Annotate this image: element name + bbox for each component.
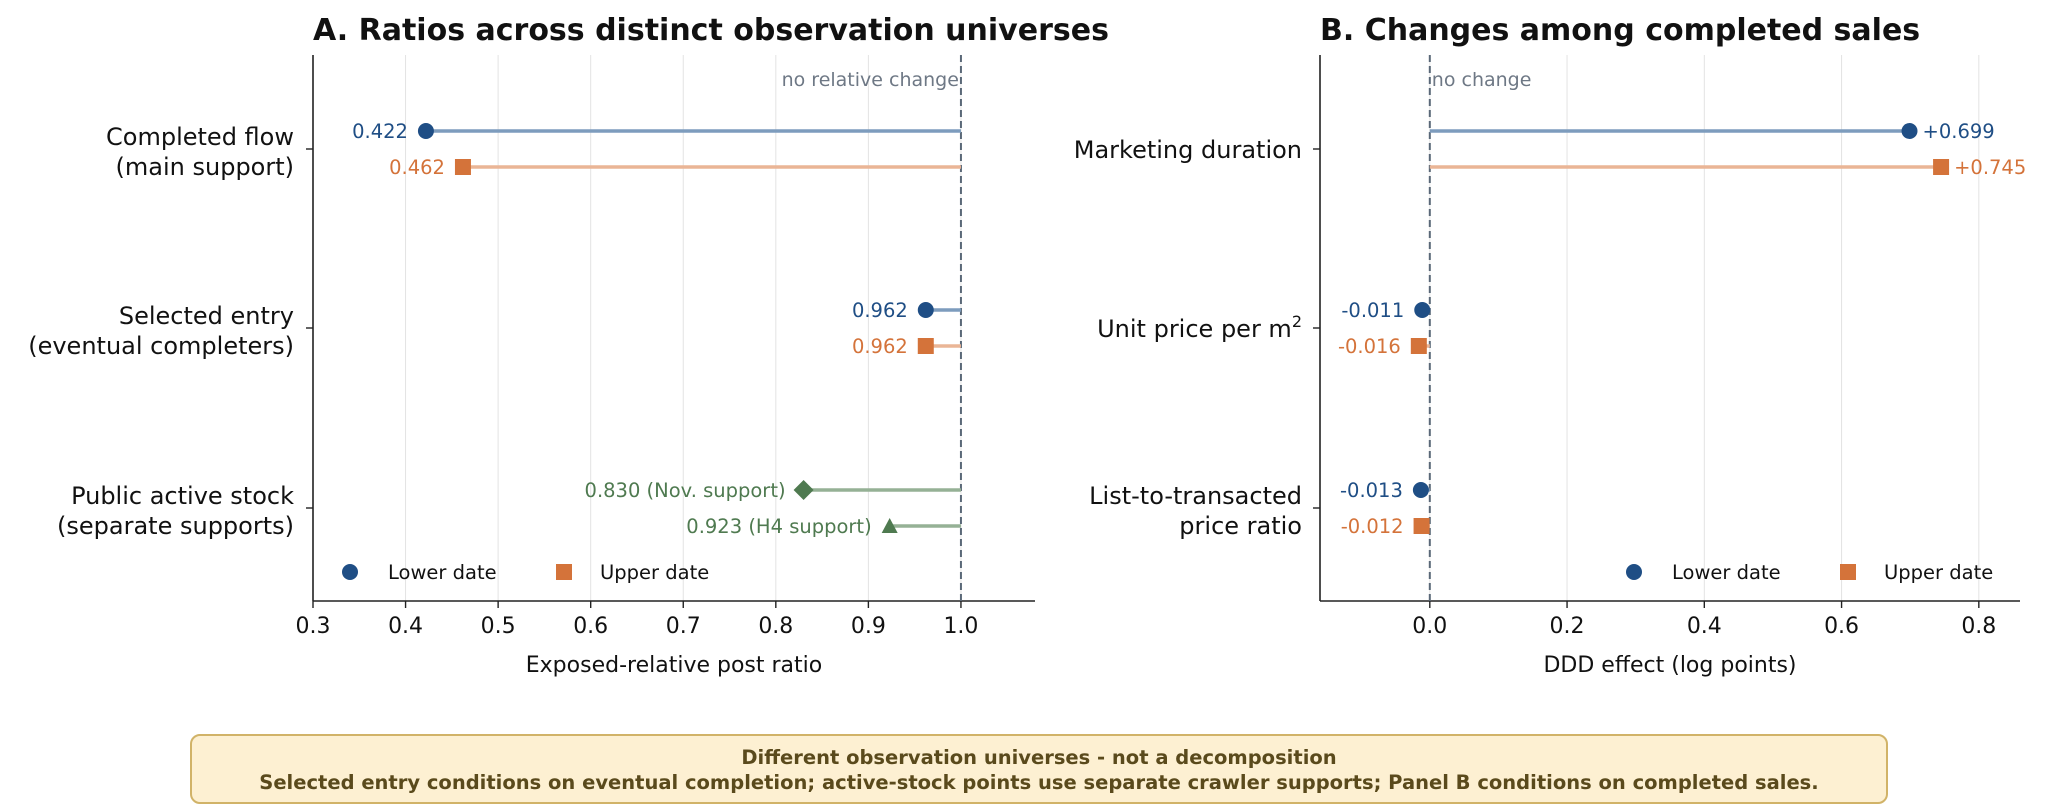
panel-a-point-4: [793, 480, 814, 500]
panel-a-legend-marker-lower: [342, 564, 358, 580]
panel-a-point-label-3: 0.962: [852, 335, 908, 358]
panel-b-point-label-5: -0.012: [1341, 515, 1404, 538]
panel-a-title: A. Ratios across distinct observation un…: [313, 13, 1109, 48]
panel-b-x-tick-label-4: 0.8: [1961, 614, 1996, 639]
panel-a-x-tick-label-6: 0.9: [851, 614, 886, 639]
panel-b-category-label-2-line1: List-to-transacted: [1089, 482, 1302, 510]
panel-a-category-label-2-line2: (separate supports): [57, 512, 294, 540]
chart-figure: 0.3 0.4 0.5 0.6 0.7 0.8 0.9 1.0 Exposed-relative…: [28, 13, 2026, 678]
panel-b-point-label-1: +0.745: [1954, 156, 2026, 179]
panel-b-point-2: [1414, 302, 1431, 318]
panel-b-legend-label-lower: Lower date: [1672, 561, 1781, 584]
panel-b-title: B. Changes among completed sales: [1320, 13, 1920, 48]
panel-b-point-5: [1413, 518, 1430, 534]
panel-b-point-label-2: -0.011: [1341, 299, 1404, 322]
panel-b-category-label-2-line2: price ratio: [1179, 512, 1302, 540]
panel-b-category-label-0: Marketing duration: [1074, 136, 1302, 164]
panel-a-reference-label: no relative change: [782, 69, 959, 91]
panel-a-legend-marker-upper: [556, 564, 572, 580]
panel-a-point-5: [881, 518, 898, 533]
panel-b-point-0: [1901, 123, 1918, 139]
panel-a-x-tick-label-3: 0.6: [573, 614, 608, 639]
panel-a-x-tick-label-5: 0.8: [758, 614, 793, 639]
footnote-line-2: Selected entry conditions on eventual co…: [259, 771, 1819, 794]
panel-b-point-label-4: -0.013: [1340, 479, 1403, 502]
panel-b-x-tick-label-0: 0.0: [1412, 614, 1447, 639]
panel-b-category-label-1-text: Unit price per m: [1097, 315, 1292, 343]
panel-b-point-3: [1410, 338, 1427, 354]
panel-b-legend-marker-upper: [1840, 564, 1856, 580]
panel-b-reference-label: no change: [1432, 69, 1532, 91]
panel-b-point-label-3: -0.016: [1338, 335, 1401, 358]
panel-a-x-tick-label-4: 0.7: [666, 614, 701, 639]
panel-a-point-label-4: 0.830 (Nov. support): [585, 479, 786, 502]
panel-a-point-label-5: 0.923 (H4 support): [686, 515, 871, 538]
panel-b-category-label-1: Unit price per m2: [1097, 312, 1302, 343]
panel-a-category-label-1-line1: Selected entry: [119, 302, 294, 330]
panel-a-x-axis-label: Exposed-relative post ratio: [526, 653, 822, 678]
panel-a-point-2: [917, 302, 934, 318]
panel-a-x-tick-label-2: 0.5: [481, 614, 516, 639]
panel-b-x-tick-label-2: 0.4: [1687, 614, 1722, 639]
panel-a-legend-label-upper: Upper date: [600, 561, 709, 584]
panel-b-x-tick-label-1: 0.2: [1550, 614, 1585, 639]
panel-a-point-label-1: 0.462: [389, 156, 445, 179]
panel-a-point-label-0: 0.422: [352, 120, 408, 143]
panel-a-x-tick-label-1: 0.4: [388, 614, 423, 639]
panel-b-point-4: [1412, 482, 1429, 498]
panel-b-point-1: [1933, 159, 1950, 175]
panel-a-category-label-1-line2: (eventual completers): [28, 332, 294, 360]
panel-a-point-1: [454, 159, 471, 175]
panel-a-x-tick-label-7: 1.0: [943, 614, 978, 639]
panel-b-point-label-0: +0.699: [1923, 120, 1995, 143]
panel-b-category-label-1-superscript: 2: [1292, 312, 1302, 331]
panel-a-legend-label-lower: Lower date: [388, 561, 497, 584]
footnote-box: Different observation universes - not a …: [190, 734, 1888, 804]
panel-a-category-label-0-line1: Completed flow: [106, 123, 294, 151]
panel-b-x-axis-label: DDD effect (log points): [1543, 653, 1796, 678]
panel-a-category-label-2-line1: Public active stock: [71, 482, 294, 510]
panel-a-category-label-0-line2: (main support): [116, 153, 294, 181]
panel-a-point-3: [917, 338, 934, 354]
panel-b-legend-label-upper: Upper date: [1884, 561, 1993, 584]
panel-a-point-0: [417, 123, 434, 139]
panel-a-x-tick-label-0: 0.3: [296, 614, 331, 639]
panel-a-point-label-2: 0.962: [852, 299, 908, 322]
footnote-line-1: Different observation universes - not a …: [741, 746, 1337, 769]
panel-b-x-tick-label-3: 0.6: [1824, 614, 1859, 639]
panel-b-legend-marker-lower: [1626, 564, 1642, 580]
